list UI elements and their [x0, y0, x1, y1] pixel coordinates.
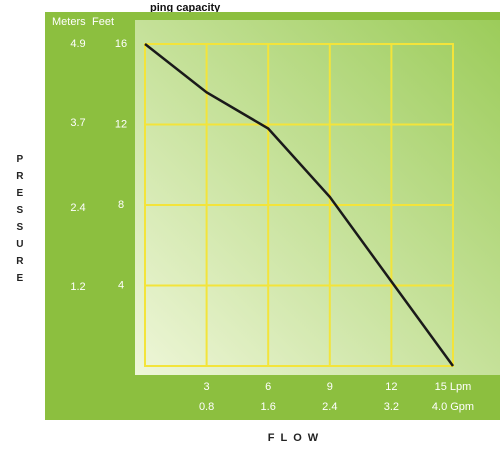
x-tick-label: 12	[385, 381, 397, 393]
y-axis-title: PRESSURE	[14, 154, 25, 290]
y2-tick-label: 2.4	[70, 202, 85, 214]
x-tick-label: 9	[327, 381, 333, 393]
chart-title: ping capacity	[150, 2, 221, 14]
x-axis-title: FLOW	[268, 432, 324, 444]
y2-unit: Meters	[52, 16, 86, 28]
x-tick-label: 15 Lpm	[435, 381, 472, 393]
y2-tick-label: 3.7	[70, 117, 85, 129]
x2-tick-label: 4.0 Gpm	[432, 401, 474, 413]
curve	[144, 43, 455, 367]
x2-tick-label: 3.2	[384, 401, 399, 413]
x-tick-label: 6	[265, 381, 271, 393]
plot-area	[135, 20, 500, 375]
y-tick-label: 12	[115, 118, 127, 130]
y2-tick-label: 4.9	[70, 38, 85, 50]
x2-tick-label: 0.8	[199, 401, 214, 413]
y-unit: Feet	[92, 16, 114, 28]
y-tick-label: 4	[118, 279, 124, 291]
x2-tick-label: 1.6	[261, 401, 276, 413]
x2-tick-label: 2.4	[322, 401, 337, 413]
x-tick-label: 3	[204, 381, 210, 393]
y-tick-label: 8	[118, 199, 124, 211]
y2-tick-label: 1.2	[70, 281, 85, 293]
y-tick-label: 16	[115, 38, 127, 50]
